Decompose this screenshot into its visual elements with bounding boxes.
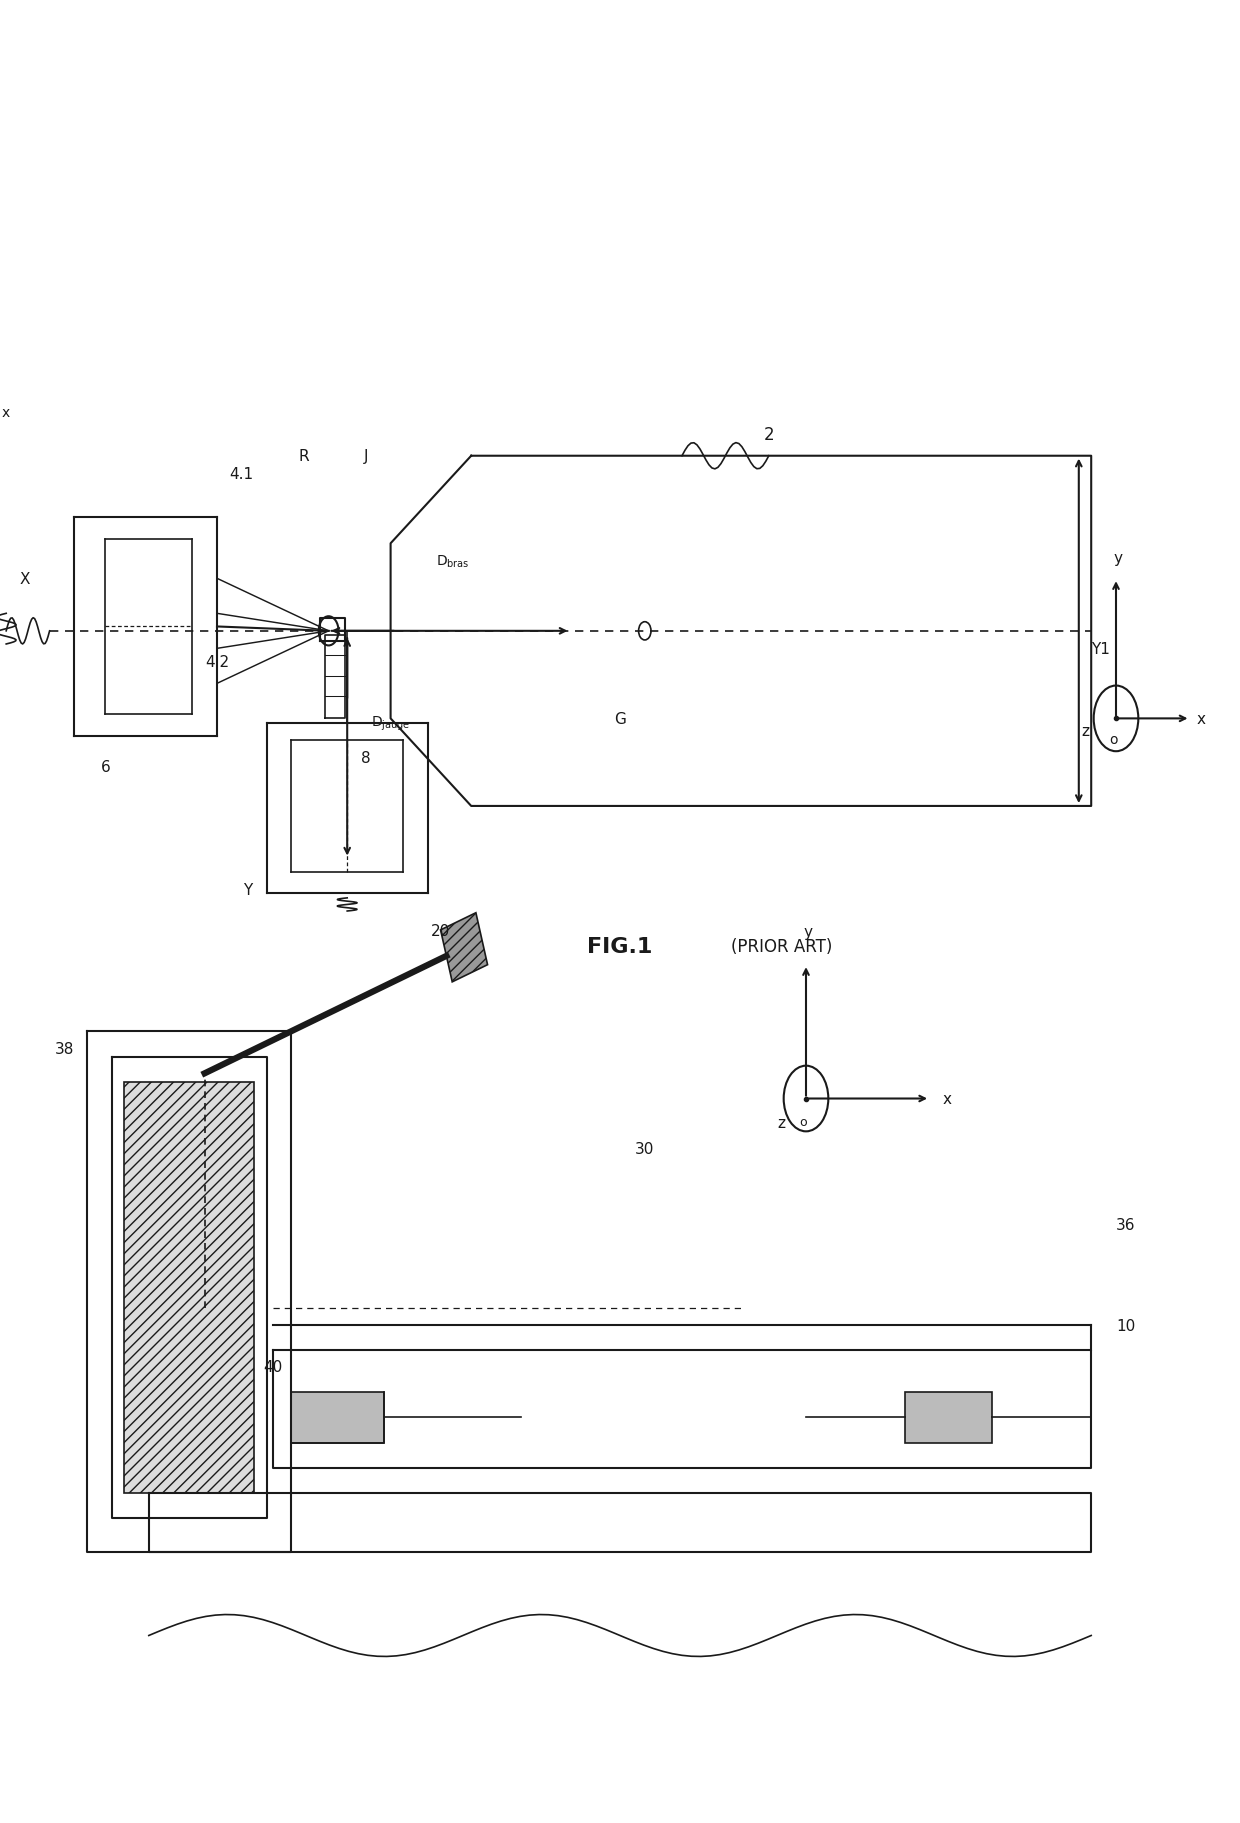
Text: 4.2: 4.2	[205, 654, 229, 669]
Text: J: J	[363, 448, 368, 465]
Text: 4.1: 4.1	[229, 467, 254, 481]
Text: 20: 20	[430, 924, 450, 939]
Text: z: z	[777, 1116, 785, 1130]
Text: y: y	[1114, 551, 1123, 565]
Text: 6: 6	[100, 760, 110, 775]
Text: o: o	[800, 1116, 807, 1128]
Polygon shape	[905, 1393, 992, 1442]
Text: D$_\mathsf{jauge}$: D$_\mathsf{jauge}$	[371, 715, 410, 733]
Text: 8: 8	[361, 751, 371, 766]
Text: 10: 10	[1116, 1318, 1136, 1333]
Polygon shape	[291, 1393, 384, 1442]
Text: x: x	[2, 407, 10, 419]
Text: Y: Y	[243, 882, 253, 897]
Text: o: o	[1110, 733, 1117, 746]
Text: Y1: Y1	[1091, 642, 1110, 656]
Polygon shape	[440, 913, 487, 983]
Text: x: x	[1197, 711, 1205, 727]
Text: R: R	[299, 448, 309, 465]
Text: 30: 30	[635, 1141, 655, 1158]
Text: z: z	[1081, 724, 1089, 738]
Text: 2: 2	[764, 425, 774, 443]
Text: X: X	[20, 571, 30, 587]
Text: 40: 40	[263, 1360, 283, 1375]
Text: y: y	[804, 924, 813, 939]
Text: 36: 36	[1116, 1218, 1136, 1232]
Text: (PRIOR ART): (PRIOR ART)	[730, 937, 832, 955]
Text: D$_\mathsf{bras}$: D$_\mathsf{bras}$	[435, 554, 470, 569]
Text: G: G	[614, 711, 626, 727]
Text: 38: 38	[55, 1041, 74, 1056]
Text: FIG.1: FIG.1	[588, 937, 652, 957]
Text: x: x	[942, 1092, 951, 1107]
Polygon shape	[124, 1083, 254, 1493]
